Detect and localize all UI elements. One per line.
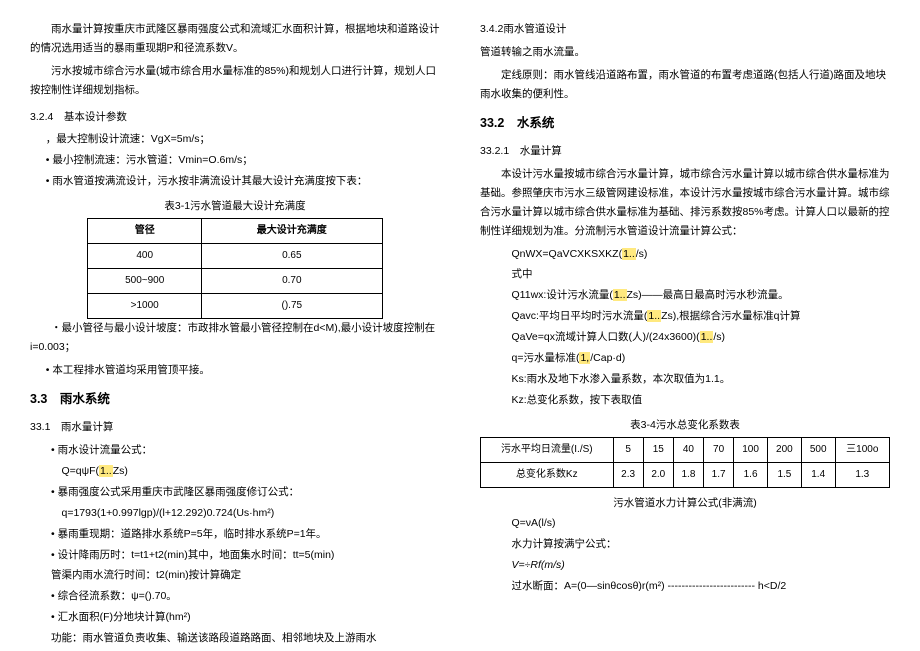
formula-manning: V=÷Rf(m/s) bbox=[512, 556, 891, 575]
hydraulic-title: 污水管道水力计算公式(非满流) bbox=[480, 494, 890, 513]
formula-q11: Q11wx:设计污水流量(1..Zs)——最高日最高时污水秒流量。 bbox=[512, 286, 891, 305]
t2-h1: 5 bbox=[613, 437, 643, 462]
item-vmin: • 最小控制流速：污水管道：Vmin=O.6m/s； bbox=[30, 151, 440, 170]
formula-kz: Kz:总变化系数，按下表取值 bbox=[512, 391, 891, 410]
t2-h5: 100 bbox=[734, 437, 768, 462]
sec-331: 33.1 雨水量计算 bbox=[30, 418, 440, 437]
t2-r4: 1.7 bbox=[704, 462, 734, 487]
t1-r2c2: 0.70 bbox=[202, 269, 383, 294]
item-pipe-top: • 本工程排水管道均采用管顶平接。 bbox=[30, 361, 440, 380]
left-column: 雨水量计算按重庆市武隆区暴雨强度公式和流域汇水面积计算，根据地块和道路设计的情况… bbox=[30, 20, 440, 631]
table2-caption: 表3-4污水总变化系数表 bbox=[480, 416, 890, 435]
t2-r7: 1.4 bbox=[801, 462, 835, 487]
manning-title: 水力计算按满宁公式： bbox=[512, 535, 891, 554]
formula-area: 过水断面：A=(0—sinθcosθ)r(m²) ---------------… bbox=[512, 577, 891, 596]
sec-324: 3.2.4 基本设计参数 bbox=[30, 108, 440, 127]
t2-r0: 总变化系数Kz bbox=[481, 462, 614, 487]
t1-h2: 最大设计充满度 bbox=[202, 219, 383, 244]
t2-r3: 1.8 bbox=[673, 462, 703, 487]
b-pipe-time: 管渠内雨水流行时间：t2(min)按计算确定 bbox=[30, 566, 440, 585]
t1-r1c2: 0.65 bbox=[202, 244, 383, 269]
formula-qva: Q=νA(l/s) bbox=[512, 514, 891, 533]
sec-33: 3.3 雨水系统 bbox=[30, 388, 440, 411]
item-min-dia: ・最小管径与最小设计坡度：市政排水管最小管径控制在d<M),最小设计坡度控制在i… bbox=[30, 319, 440, 357]
para-transfer: 管道转输之雨水流量。 bbox=[480, 43, 890, 62]
b-design-time: • 设计降雨历时：t=t1+t2(min)其中，地面集水时间：tt=5(min) bbox=[30, 546, 440, 565]
t2-r2: 2.0 bbox=[643, 462, 673, 487]
t2-h3: 40 bbox=[673, 437, 703, 462]
t2-h7: 500 bbox=[801, 437, 835, 462]
t1-r3c1: >1000 bbox=[88, 294, 202, 319]
item-fullness: • 雨水管道按满流设计，污水按非满流设计其最大设计充满度按下表： bbox=[30, 172, 440, 191]
b-rain-formula: • 雨水设计流量公式： bbox=[30, 441, 440, 460]
label-where: 式中 bbox=[512, 265, 891, 284]
formula-ks: Ks:雨水及地下水渗入量系数，本次取值为1.1。 bbox=[512, 370, 891, 389]
formula-q: Q=qψF(1..Zs) bbox=[62, 462, 441, 481]
t2-h2: 15 bbox=[643, 437, 673, 462]
t2-r6: 1.5 bbox=[767, 462, 801, 487]
table-fullness: 管径 最大设计充满度 4000.65 500~9000.70 >1000().7… bbox=[87, 218, 382, 319]
highlight-3: 1.. bbox=[613, 289, 627, 301]
t2-r5: 1.6 bbox=[734, 462, 768, 487]
highlight-2: 1.. bbox=[622, 248, 636, 260]
highlight-1: 1.. bbox=[99, 465, 113, 477]
highlight-6: 1, bbox=[579, 352, 590, 364]
t2-r8: 1.3 bbox=[835, 462, 889, 487]
t2-h8: 三100o bbox=[835, 437, 889, 462]
right-column: 3.4.2雨水管道设计 管道转输之雨水流量。 定线原则：雨水管线沿道路布置，雨水… bbox=[480, 20, 890, 631]
para-alignment: 定线原则：雨水管线沿道路布置，雨水管道的布置考虑道路(包括人行道)路面及地块雨水… bbox=[480, 66, 890, 104]
b-storm-formula: • 暴雨强度公式采用重庆市武隆区暴雨强度修订公式： bbox=[30, 483, 440, 502]
table-kz: 污水平均日流量(I./S) 5 15 40 70 100 200 500 三10… bbox=[480, 437, 890, 488]
b-runoff: • 综合径流系数：ψ=().70。 bbox=[30, 587, 440, 606]
t2-h0: 污水平均日流量(I./S) bbox=[481, 437, 614, 462]
formula-qstd: q=污水量标准(1,/Cap·d) bbox=[512, 349, 891, 368]
t2-h6: 200 bbox=[767, 437, 801, 462]
table1-caption: 表3-1污水管道最大设计充满度 bbox=[30, 197, 440, 216]
highlight-5: 1.. bbox=[700, 331, 714, 343]
sec-332: 33.2 水系统 bbox=[480, 112, 890, 135]
sec-3321: 33.2.1 水量计算 bbox=[480, 142, 890, 161]
formula-qavc: Qavc:平均日平均时污水流量(1..Zs),根据综合污水量标准q计算 bbox=[512, 307, 891, 326]
highlight-4: 1.. bbox=[647, 310, 661, 322]
formula-qnwx: QnWX=QaVCXKSXKZ(1../s) bbox=[512, 245, 891, 264]
t1-r1c1: 400 bbox=[88, 244, 202, 269]
t1-r2c1: 500~900 bbox=[88, 269, 202, 294]
b-area: • 汇水面积(F)分地块计算(hm²) bbox=[30, 608, 440, 627]
sec-342: 3.4.2雨水管道设计 bbox=[480, 20, 890, 39]
t2-r1: 2.3 bbox=[613, 462, 643, 487]
formula-storm: q=1793(1+0.997lgp)/(l+12.292)0.724(Us·hm… bbox=[62, 504, 441, 523]
para-sewage-calc: 污水按城市综合污水量(城市综合用水量标准的85%)和规划人口进行计算，规划人口按… bbox=[30, 62, 440, 100]
para-rain-calc: 雨水量计算按重庆市武隆区暴雨强度公式和流域汇水面积计算，根据地块和道路设计的情况… bbox=[30, 20, 440, 58]
formula-qave: QaVe=qx流域计算人口数(人)/(24x3600)(1../s) bbox=[512, 328, 891, 347]
item-vmax: ，最大控制设计流速：VgX=5m/s； bbox=[30, 130, 440, 149]
b-return-period: • 暴雨重现期：道路排水系统P=5年，临时排水系统P=1年。 bbox=[30, 525, 440, 544]
t2-h4: 70 bbox=[704, 437, 734, 462]
para-sewage-vol: 本设计污水量按城市综合污水量计算，城市综合污水量计算以城市综合供水量标准为基础。… bbox=[480, 165, 890, 241]
t1-r3c2: ().75 bbox=[202, 294, 383, 319]
b-function: 功能：雨水管道负责收集、输送该路段道路路面、相邻地块及上游雨水 bbox=[30, 629, 440, 648]
t1-h1: 管径 bbox=[88, 219, 202, 244]
